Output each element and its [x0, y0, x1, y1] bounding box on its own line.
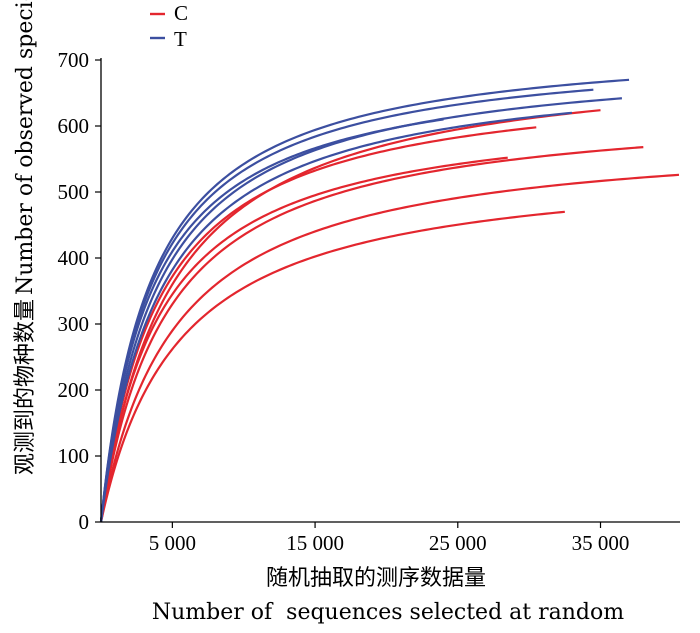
series-line-c — [99, 146, 644, 523]
y-axis-title: 观测到的物种数量 Number of observed species — [13, 0, 38, 475]
series-line-t — [99, 111, 573, 523]
legend-label-c: C — [174, 1, 188, 25]
series-line-t — [99, 118, 444, 523]
y-tick-label: 200 — [58, 378, 90, 402]
series-curves — [99, 78, 680, 523]
series-line-t — [99, 88, 594, 523]
series-line-t — [99, 97, 622, 523]
x-tick-label: 15 000 — [286, 531, 344, 555]
y-tick-label: 100 — [58, 444, 90, 468]
series-line-c — [99, 156, 508, 523]
x-tick-label: 35 000 — [572, 531, 630, 555]
y-tick-label: 400 — [58, 246, 90, 270]
series-line-c — [99, 109, 601, 523]
y-tick-label: 500 — [58, 180, 90, 204]
series-line-c — [99, 210, 565, 523]
x-axis-ticks: 5 000 15 000 25 000 35 000 — [149, 522, 630, 555]
y-axis-ticks: 0 100 200 300 400 500 600 700 — [58, 48, 101, 534]
y-axis-title-en: Number of observed species — [13, 0, 38, 295]
y-tick-label: 600 — [58, 114, 90, 138]
series-line-c — [99, 126, 537, 523]
y-axis-title-cn: 观测到的物种数量 — [13, 299, 38, 475]
series-line-c — [99, 173, 680, 523]
y-tick-label: 300 — [58, 312, 90, 336]
x-axis-title-cn: 随机抽取的测序数据量 — [266, 566, 486, 591]
legend: C T — [150, 1, 188, 51]
y-tick-label: 0 — [79, 510, 90, 534]
x-tick-label: 5 000 — [149, 531, 196, 555]
y-tick-label: 700 — [58, 48, 90, 72]
x-tick-label: 25 000 — [429, 531, 487, 555]
x-axis-title-en: Number of sequences selected at random — [152, 600, 624, 625]
legend-label-t: T — [174, 27, 187, 51]
